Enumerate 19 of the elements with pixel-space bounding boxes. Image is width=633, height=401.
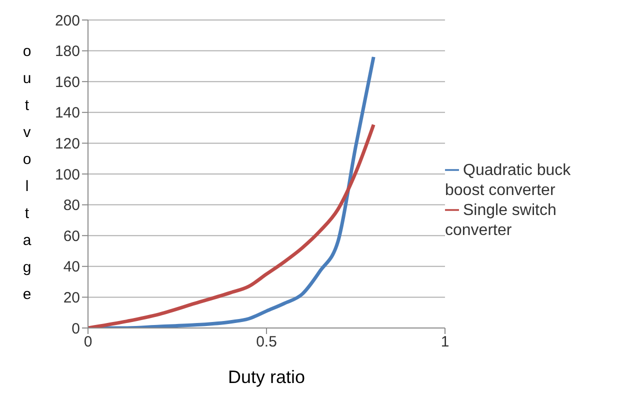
y-tick-label: 80 bbox=[63, 197, 80, 214]
y-tick-label: 40 bbox=[63, 258, 80, 276]
x-tick-label: 0.5 bbox=[256, 334, 277, 351]
x-axis-title: Duty ratio bbox=[228, 367, 306, 387]
y-tick-label: 160 bbox=[54, 74, 80, 91]
y-tick-label: 180 bbox=[54, 43, 80, 60]
y-tick-label: 0 bbox=[72, 320, 80, 338]
y-tick-label: 200 bbox=[54, 12, 80, 30]
x-tick-label: 1 bbox=[440, 334, 450, 351]
legend-label: Single switch converter bbox=[445, 202, 556, 238]
x-tick-label: 0 bbox=[84, 334, 92, 351]
y-tick-label: 60 bbox=[63, 228, 80, 245]
legend-label: Quadratic buck boost converter bbox=[445, 162, 571, 198]
y-tick-label: 100 bbox=[54, 166, 80, 184]
y-tick-label: 20 bbox=[63, 290, 80, 307]
y-tick-label: 140 bbox=[54, 104, 80, 122]
text: out voltage bbox=[22, 43, 32, 303]
y-tick-label: 120 bbox=[54, 136, 80, 153]
line-series bbox=[88, 122, 376, 328]
